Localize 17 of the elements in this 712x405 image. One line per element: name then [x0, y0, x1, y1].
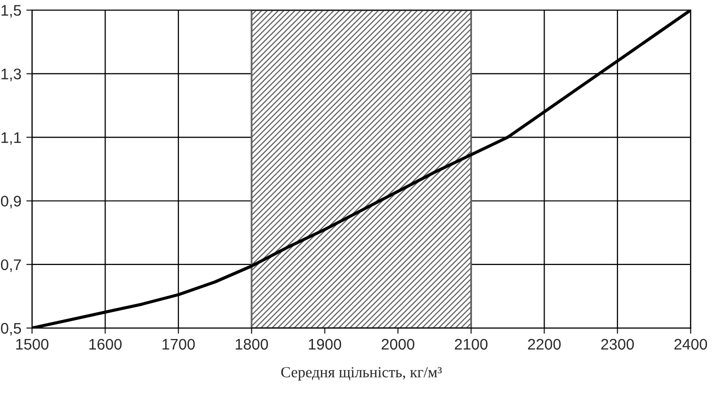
- y-tick-label: 0,5: [0, 322, 21, 336]
- y-tick-label: 1,3: [2, 68, 21, 82]
- x-tick-label: 1700: [162, 338, 195, 350]
- y-tick-label: 1,5: [2, 5, 21, 18]
- x-tick-label: 1800: [236, 338, 268, 350]
- x-tick-label: 2300: [601, 338, 634, 350]
- x-tick-label: 2100: [454, 338, 488, 350]
- x-tick-label: 1500: [16, 338, 48, 350]
- x-tick-label: 1900: [308, 338, 342, 350]
- y-tick-label: 0,7: [0, 259, 21, 272]
- x-tick-label: 2200: [528, 338, 561, 350]
- x-axis-title: Середня щільність, кг/м³: [281, 367, 442, 380]
- x-tick-label: 2400: [674, 338, 708, 350]
- x-tick-label: 1600: [89, 338, 122, 350]
- y-tick-label: 1,1: [2, 132, 21, 145]
- x-tick-label: 2000: [382, 338, 414, 350]
- y-tick-label: 0,9: [0, 196, 21, 208]
